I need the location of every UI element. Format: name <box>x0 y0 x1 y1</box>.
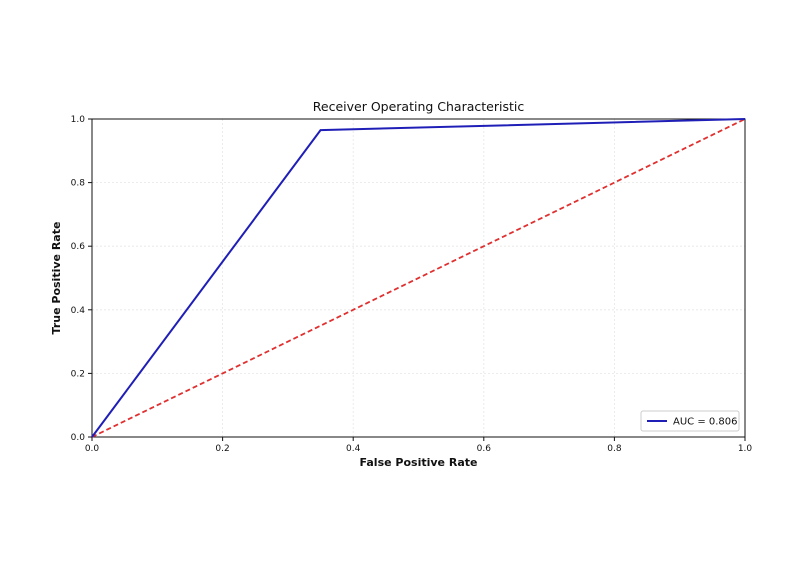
y-tick-label: 0.2 <box>71 369 85 379</box>
legend: AUC = 0.806 <box>640 410 740 432</box>
y-tick-label: 1.0 <box>71 115 86 125</box>
chart-title: Receiver Operating Characteristic <box>313 99 525 114</box>
roc-curve-line <box>91 118 746 438</box>
chance-diagonal-line <box>91 118 746 438</box>
x-tick-label: 1.0 <box>738 444 753 454</box>
x-tick-label: 0.4 <box>346 444 361 454</box>
legend-box <box>640 410 740 432</box>
x-axis-ticks: 0.0 0.2 0.4 0.6 0.8 1.0 <box>85 437 753 454</box>
x-tick-label: 0.2 <box>215 444 229 454</box>
y-tick-label: 0.8 <box>71 179 86 189</box>
x-tick-label: 0.8 <box>607 444 622 454</box>
y-tick-label: 0.6 <box>71 242 86 252</box>
y-axis-ticks: 0.0 0.2 0.4 0.6 0.8 1.0 <box>71 115 92 443</box>
y-tick-label: 0.4 <box>71 306 86 316</box>
legend-label: AUC = 0.806 <box>673 417 738 428</box>
y-tick-label: 0.0 <box>71 433 86 443</box>
plot-area-frame <box>91 118 746 438</box>
series-group <box>91 118 746 438</box>
x-axis-label: False Positive Rate <box>360 456 478 469</box>
x-tick-label: 0.0 <box>85 444 100 454</box>
x-tick-label: 0.6 <box>477 444 492 454</box>
y-axis-label: True Positive Rate <box>50 222 63 335</box>
